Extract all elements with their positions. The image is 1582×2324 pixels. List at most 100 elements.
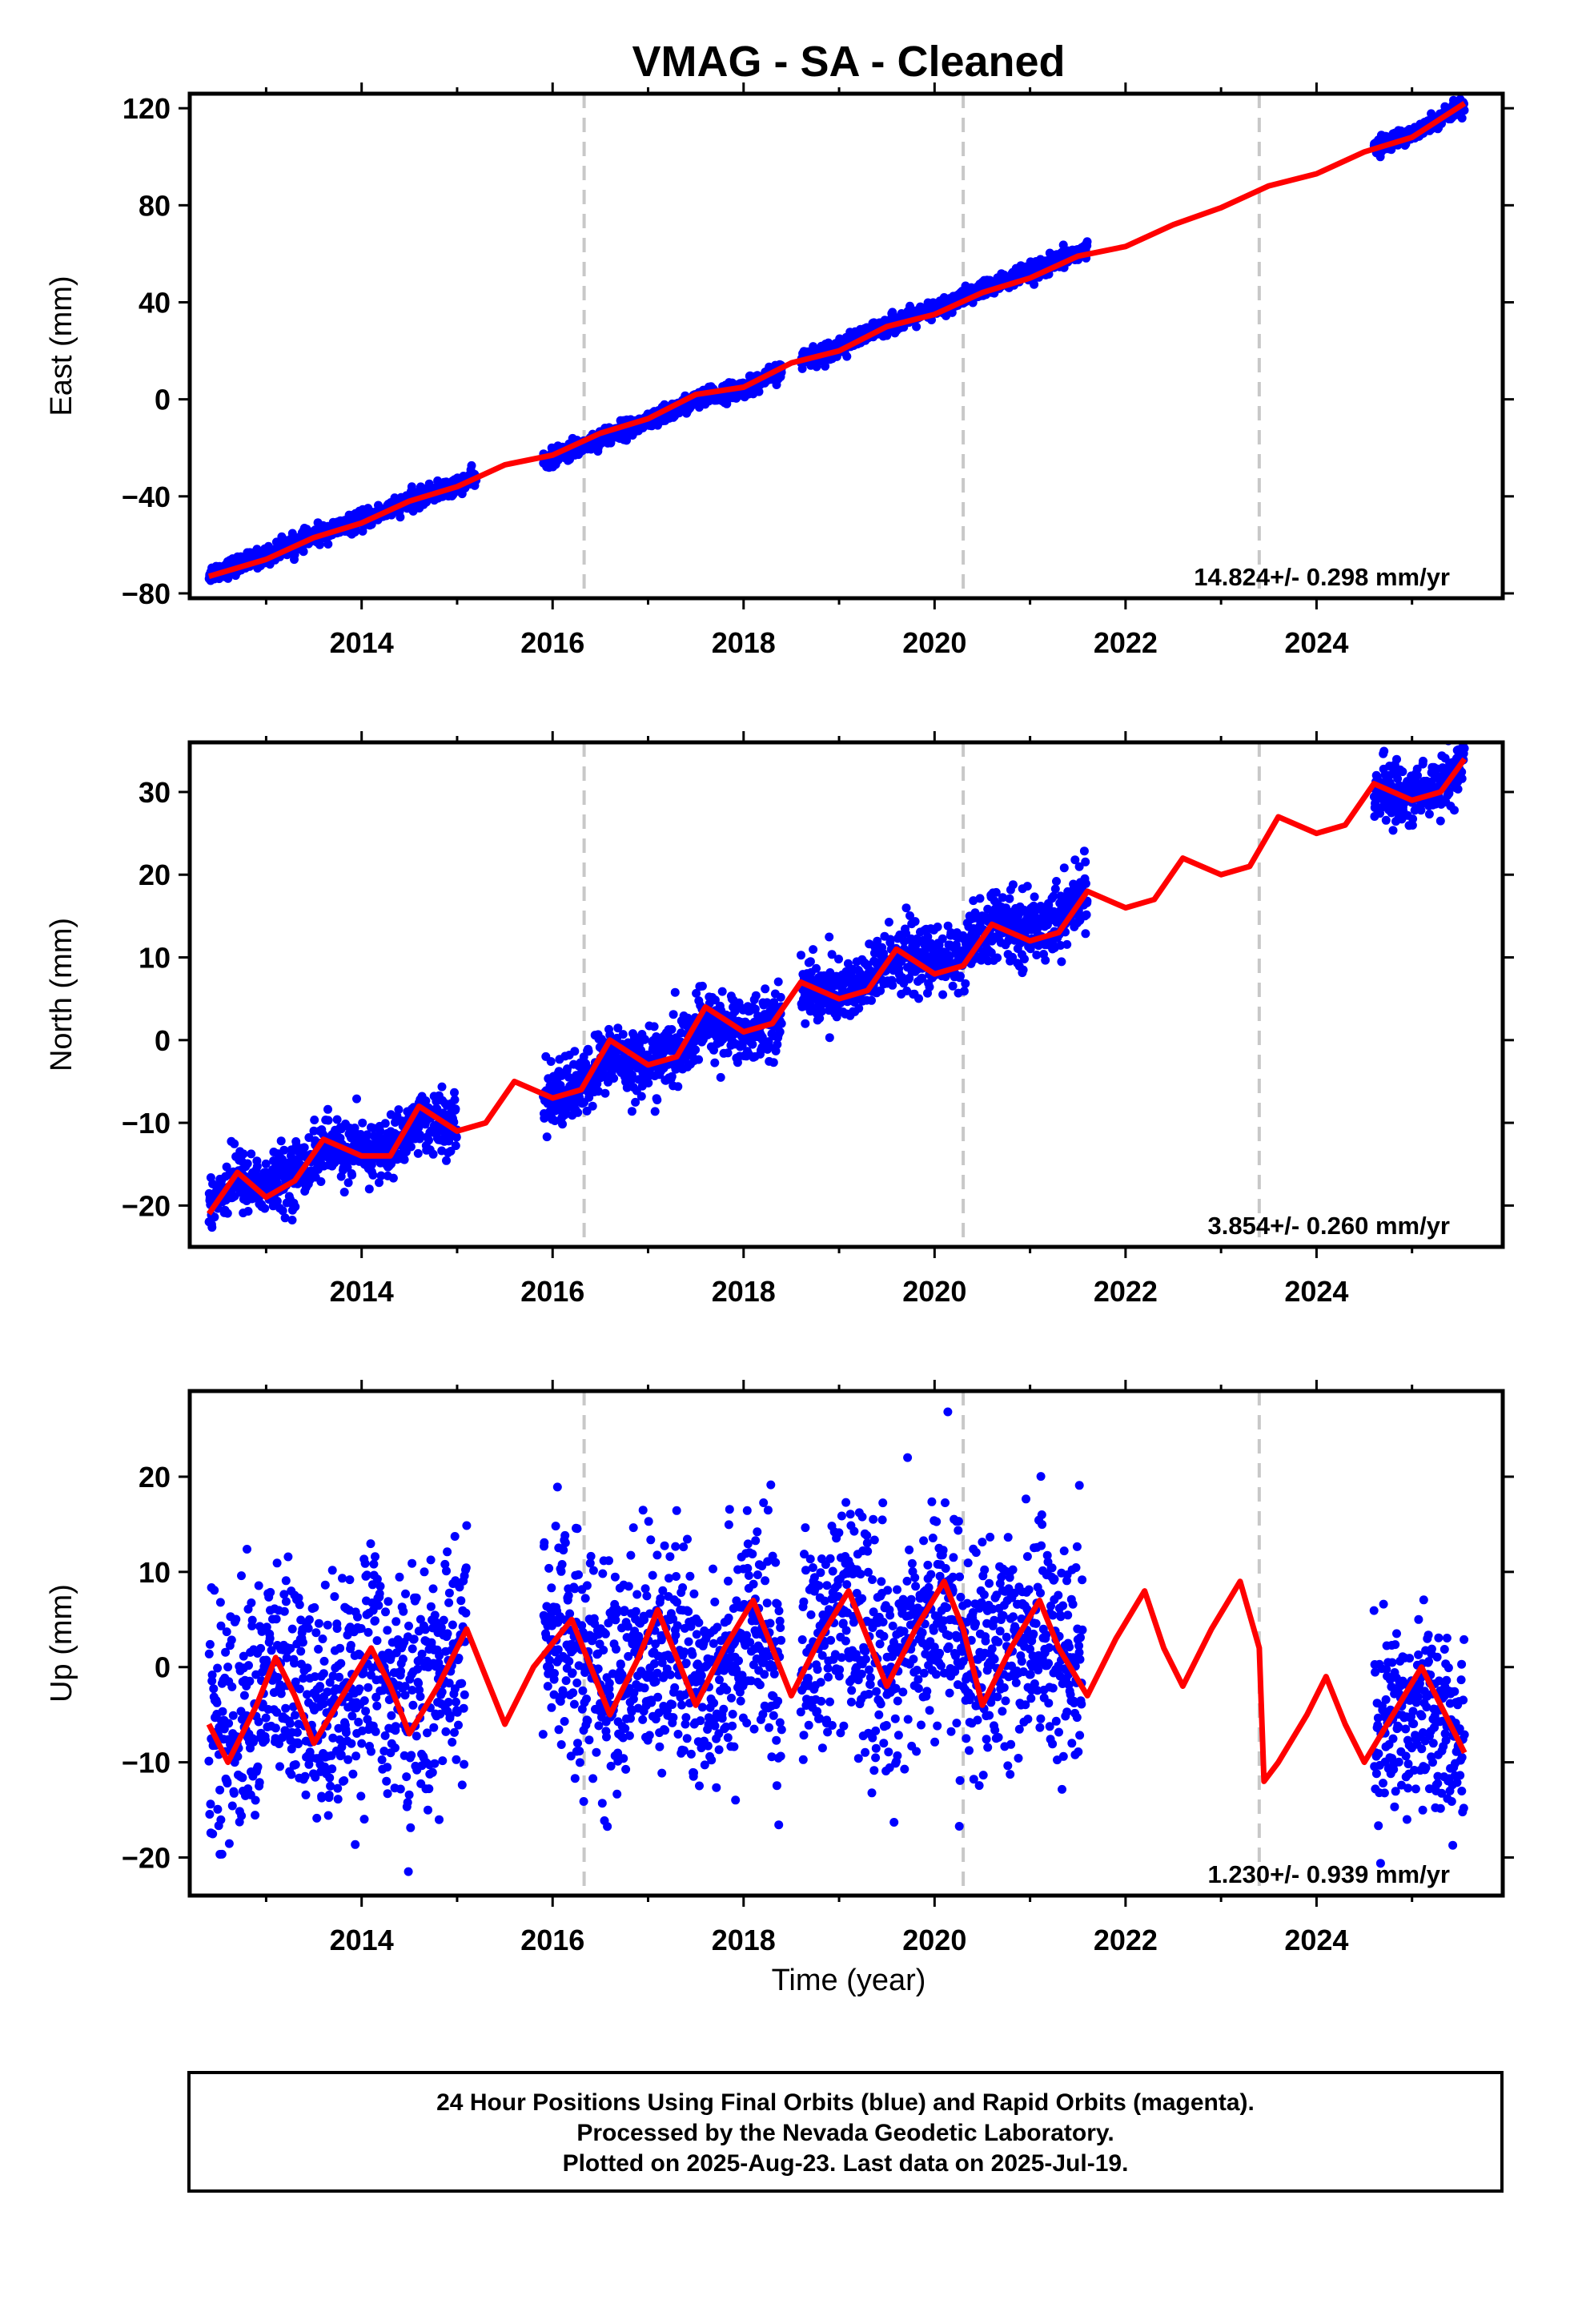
panel-east: 2014 2016 2018 2020 2022 2024−80−4004080120Ea… bbox=[45, 82, 1514, 659]
data-point bbox=[912, 934, 921, 943]
data-point bbox=[247, 1149, 256, 1159]
data-point bbox=[956, 971, 965, 981]
data-point bbox=[394, 1105, 404, 1115]
data-point bbox=[669, 1010, 678, 1019]
data-point bbox=[280, 1213, 290, 1223]
data-point bbox=[1030, 279, 1039, 289]
data-point bbox=[938, 990, 948, 999]
data-point bbox=[375, 1126, 385, 1136]
data-point bbox=[222, 1627, 231, 1637]
data-point bbox=[975, 894, 985, 903]
data-point bbox=[212, 1698, 222, 1707]
data-point bbox=[1388, 826, 1398, 835]
data-point bbox=[558, 1120, 567, 1129]
data-point bbox=[339, 1188, 349, 1197]
y-tick-label: 20 bbox=[139, 858, 171, 891]
data-point bbox=[584, 1092, 594, 1102]
data-point bbox=[227, 1635, 236, 1645]
x-tick-label: 2020 bbox=[902, 626, 966, 659]
data-point bbox=[400, 1155, 409, 1164]
data-point bbox=[613, 1023, 623, 1033]
data-point bbox=[797, 951, 805, 960]
data-point bbox=[216, 1621, 226, 1630]
data-point bbox=[238, 1773, 247, 1783]
data-point bbox=[1450, 806, 1459, 815]
data-point bbox=[921, 945, 930, 955]
data-point bbox=[917, 973, 927, 983]
data-point bbox=[801, 1019, 810, 1028]
data-point bbox=[413, 1148, 423, 1158]
data-point bbox=[854, 1003, 864, 1013]
data-point bbox=[450, 1095, 460, 1104]
data-point bbox=[376, 1171, 386, 1180]
data-point bbox=[1435, 816, 1445, 826]
data-point bbox=[1398, 767, 1407, 777]
data-point bbox=[584, 1047, 593, 1056]
data-point bbox=[812, 362, 821, 372]
data-point bbox=[1052, 877, 1061, 886]
data-point bbox=[291, 1202, 300, 1212]
data-point bbox=[546, 1057, 556, 1066]
data-point bbox=[205, 1639, 215, 1649]
data-point bbox=[210, 1212, 219, 1222]
data-point bbox=[923, 932, 933, 942]
panel-north: 2014 2016 2018 2020 2022 2024−20−100102030Nor… bbox=[45, 731, 1514, 1308]
data-point bbox=[640, 1035, 649, 1044]
y-tick-label: 0 bbox=[155, 384, 171, 416]
data-point bbox=[230, 1139, 239, 1148]
data-point bbox=[776, 992, 785, 1002]
data-point bbox=[237, 1571, 246, 1581]
data-point bbox=[467, 460, 476, 470]
data-point bbox=[215, 1598, 225, 1607]
data-point bbox=[773, 1039, 782, 1049]
data-point bbox=[237, 1811, 247, 1820]
data-point bbox=[710, 995, 720, 1005]
data-point bbox=[622, 1083, 632, 1092]
data-point bbox=[261, 1159, 271, 1168]
data-point bbox=[223, 1663, 233, 1672]
data-point bbox=[910, 917, 920, 927]
data-point bbox=[692, 988, 701, 998]
data-point bbox=[1413, 770, 1422, 780]
data-point bbox=[991, 887, 1001, 897]
data-point bbox=[1074, 862, 1084, 871]
data-point bbox=[316, 1177, 326, 1186]
data-point bbox=[1022, 882, 1032, 891]
data-point bbox=[716, 1072, 725, 1082]
data-point bbox=[670, 987, 680, 997]
data-point bbox=[550, 1116, 560, 1125]
data-point bbox=[761, 984, 770, 994]
data-point bbox=[209, 1684, 219, 1694]
data-point bbox=[1081, 857, 1090, 866]
data-point bbox=[624, 1038, 632, 1047]
data-point bbox=[323, 1116, 333, 1125]
data-point bbox=[231, 1614, 241, 1624]
data-point bbox=[827, 950, 837, 959]
data-point bbox=[1458, 732, 1467, 741]
data-point bbox=[1008, 952, 1018, 962]
data-point bbox=[1408, 814, 1418, 824]
data-point bbox=[825, 932, 834, 942]
data-point bbox=[582, 1106, 592, 1116]
data-point bbox=[287, 529, 297, 538]
data-point bbox=[876, 986, 885, 995]
data-point bbox=[239, 1651, 248, 1661]
data-point bbox=[542, 1132, 552, 1142]
data-point bbox=[751, 991, 761, 1000]
data-point bbox=[1081, 929, 1090, 939]
data-point bbox=[1082, 237, 1092, 247]
data-point bbox=[1018, 965, 1028, 975]
data-point bbox=[600, 1088, 610, 1098]
data-point bbox=[905, 911, 914, 920]
data-point bbox=[773, 977, 783, 987]
data-point bbox=[998, 893, 1007, 903]
data-point bbox=[352, 1094, 361, 1104]
data-point bbox=[332, 1115, 342, 1124]
data-point bbox=[208, 1829, 218, 1839]
data-point bbox=[821, 361, 830, 371]
data-point bbox=[363, 1130, 372, 1140]
x-tick-label: 2024 bbox=[1284, 1275, 1348, 1308]
data-point bbox=[380, 1119, 390, 1128]
data-point bbox=[1056, 941, 1066, 950]
data-point bbox=[912, 322, 921, 332]
